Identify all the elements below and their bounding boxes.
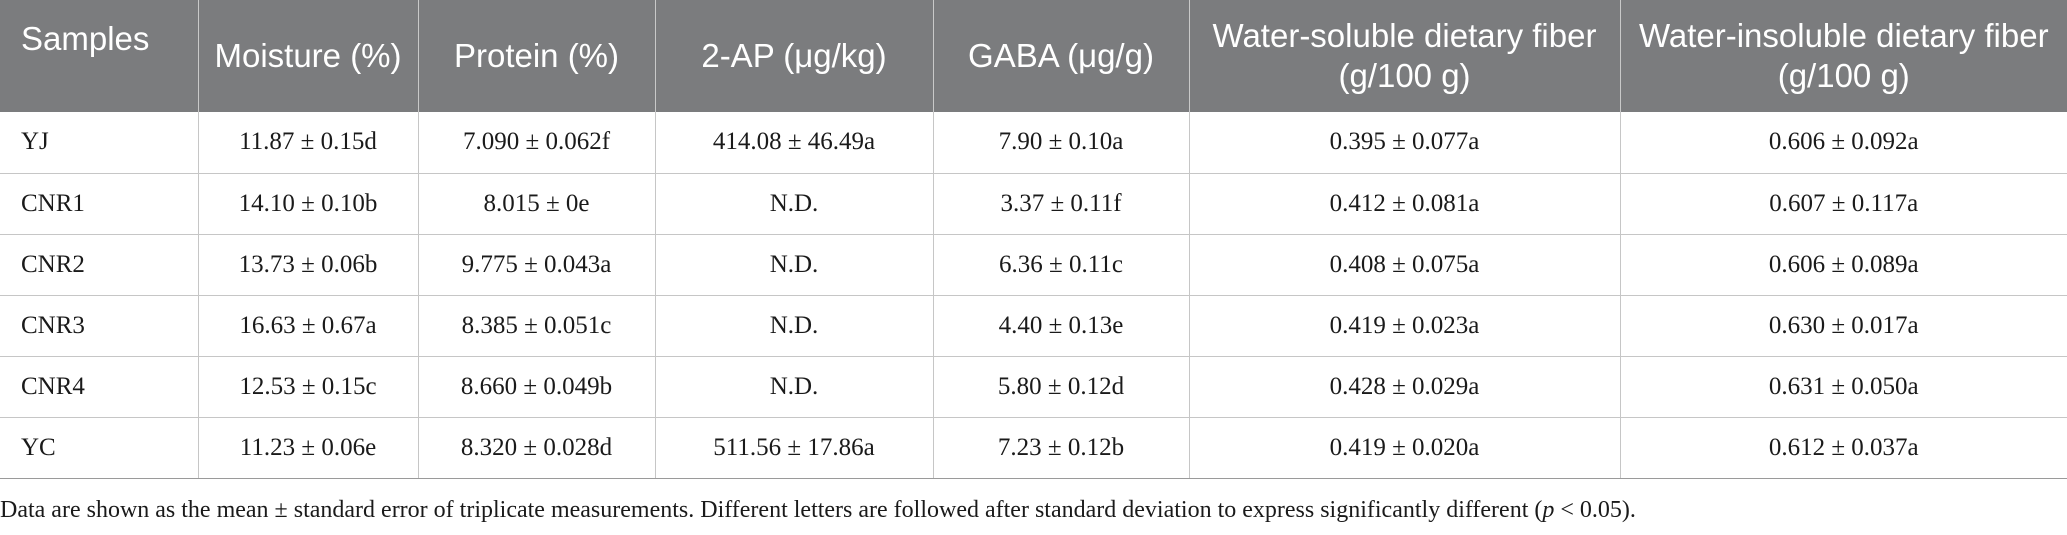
data-table: Samples Moisture (%) Protein (%) 2-AP (μ… [0,0,2067,479]
cell-sample: CNR3 [0,295,199,357]
header-moisture: Moisture (%) [198,0,419,112]
cell-sample: YC [0,417,199,479]
cell-moisture: 11.23 ± 0.06e [198,417,419,479]
cell-water-insoluble-fiber: 0.606 ± 0.089a [1620,234,2067,296]
cell-protein: 8.660 ± 0.049b [418,356,656,418]
footnote-text: Data are shown as the mean ± standard er… [0,497,1543,523]
cell-sample: CNR2 [0,234,199,296]
cell-water-insoluble-fiber: 0.612 ± 0.037a [1620,417,2067,479]
cell-gaba: 7.90 ± 0.10a [933,112,1190,174]
cell-gaba: 5.80 ± 0.12d [933,356,1190,418]
cell-protein: 8.385 ± 0.051c [418,295,656,357]
cell-2ap: 511.56 ± 17.86a [655,417,934,479]
header-row: Samples Moisture (%) Protein (%) 2-AP (μ… [0,0,2067,112]
cell-water-soluble-fiber: 0.419 ± 0.023a [1189,295,1621,357]
cell-water-insoluble-fiber: 0.606 ± 0.092a [1620,112,2067,174]
table-header: Samples Moisture (%) Protein (%) 2-AP (μ… [0,0,2067,112]
cell-water-insoluble-fiber: 0.631 ± 0.050a [1620,356,2067,418]
cell-gaba: 6.36 ± 0.11c [933,234,1190,296]
header-gaba: GABA (μg/g) [933,0,1190,112]
cell-gaba: 4.40 ± 0.13e [933,295,1190,357]
cell-protein: 9.775 ± 0.043a [418,234,656,296]
table-row: CNR3 16.63 ± 0.67a 8.385 ± 0.051c N.D. 4… [0,295,2067,357]
cell-moisture: 16.63 ± 0.67a [198,295,419,357]
cell-water-soluble-fiber: 0.428 ± 0.029a [1189,356,1621,418]
footnote-p-symbol: p [1542,497,1555,523]
cell-gaba: 7.23 ± 0.12b [933,417,1190,479]
header-water-soluble-fiber: Water-soluble dietary fiber (g/100 g) [1189,0,1621,112]
table-row: CNR2 13.73 ± 0.06b 9.775 ± 0.043a N.D. 6… [0,234,2067,296]
header-water-insoluble-fiber: Water-insoluble dietary fiber (g/100 g) [1620,0,2067,112]
cell-sample: CNR4 [0,356,199,418]
header-protein: Protein (%) [418,0,656,112]
cell-moisture: 12.53 ± 0.15c [198,356,419,418]
cell-2ap: 414.08 ± 46.49a [655,112,934,174]
cell-protein: 7.090 ± 0.062f [418,112,656,174]
header-samples: Samples [0,0,199,112]
table-row: YC 11.23 ± 0.06e 8.320 ± 0.028d 511.56 ±… [0,417,2067,479]
table-footnote: Data are shown as the mean ± standard er… [0,497,1636,524]
cell-gaba: 3.37 ± 0.11f [933,173,1190,235]
table-body: YJ 11.87 ± 0.15d 7.090 ± 0.062f 414.08 ±… [0,112,2067,479]
cell-sample: YJ [0,112,199,174]
cell-water-soluble-fiber: 0.419 ± 0.020a [1189,417,1621,479]
cell-water-soluble-fiber: 0.408 ± 0.075a [1189,234,1621,296]
cell-water-soluble-fiber: 0.412 ± 0.081a [1189,173,1621,235]
cell-water-soluble-fiber: 0.395 ± 0.077a [1189,112,1621,174]
cell-2ap: N.D. [655,173,934,235]
cell-2ap: N.D. [655,356,934,418]
cell-moisture: 11.87 ± 0.15d [198,112,419,174]
data-table-container: Samples Moisture (%) Protein (%) 2-AP (μ… [0,0,2067,479]
cell-2ap: N.D. [655,234,934,296]
cell-water-insoluble-fiber: 0.607 ± 0.117a [1620,173,2067,235]
cell-sample: CNR1 [0,173,199,235]
table-row: CNR4 12.53 ± 0.15c 8.660 ± 0.049b N.D. 5… [0,356,2067,418]
footnote-threshold: < 0.05). [1554,497,1636,523]
cell-water-insoluble-fiber: 0.630 ± 0.017a [1620,295,2067,357]
cell-2ap: N.D. [655,295,934,357]
header-2ap: 2-AP (μg/kg) [655,0,934,112]
cell-moisture: 14.10 ± 0.10b [198,173,419,235]
table-row: YJ 11.87 ± 0.15d 7.090 ± 0.062f 414.08 ±… [0,112,2067,174]
cell-protein: 8.320 ± 0.028d [418,417,656,479]
cell-protein: 8.015 ± 0e [418,173,656,235]
table-row: CNR1 14.10 ± 0.10b 8.015 ± 0e N.D. 3.37 … [0,173,2067,235]
cell-moisture: 13.73 ± 0.06b [198,234,419,296]
